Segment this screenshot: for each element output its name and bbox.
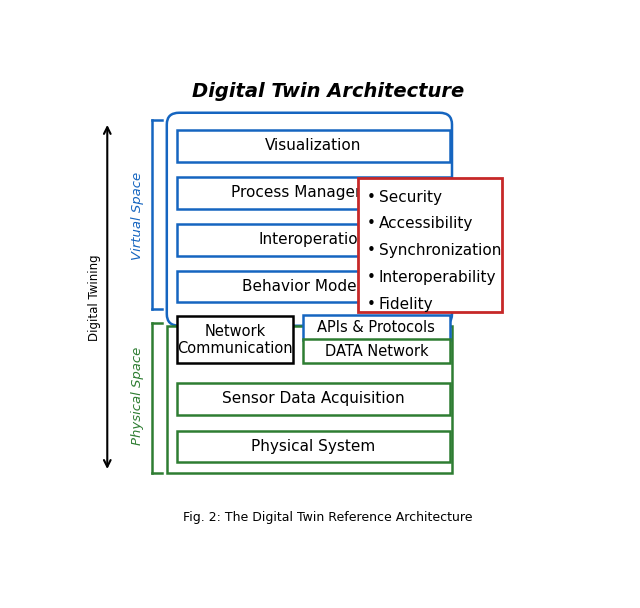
Text: Interoperability: Interoperability [379, 271, 496, 285]
Text: Accessibility: Accessibility [379, 216, 473, 232]
Text: •: • [367, 216, 376, 232]
Text: •: • [367, 297, 376, 312]
Text: APIs & Protocols: APIs & Protocols [317, 320, 435, 335]
Text: •: • [367, 243, 376, 258]
Text: Digital Twining: Digital Twining [88, 254, 101, 341]
Bar [177, 430, 449, 463]
Bar [177, 177, 449, 209]
Bar [177, 271, 449, 302]
Text: Visualization: Visualization [265, 139, 362, 153]
Text: Digital Twin Architecture: Digital Twin Architecture [192, 82, 464, 101]
Text: Physical Space: Physical Space [131, 347, 143, 445]
Text: Network
Communication: Network Communication [177, 323, 293, 356]
Text: Synchronization: Synchronization [379, 243, 501, 258]
Text: DATA Network: DATA Network [324, 344, 428, 359]
Text: Security: Security [379, 190, 442, 204]
Text: Interoperation: Interoperation [259, 232, 368, 247]
Bar [177, 130, 449, 162]
Bar [167, 326, 452, 473]
Text: Fig. 2: The Digital Twin Reference Architecture: Fig. 2: The Digital Twin Reference Archi… [183, 511, 473, 524]
Bar [303, 316, 449, 340]
Text: Sensor Data Acquisition: Sensor Data Acquisition [222, 392, 404, 406]
Text: •: • [367, 271, 376, 285]
Text: Process Management: Process Management [231, 185, 395, 200]
Text: Physical System: Physical System [251, 439, 375, 454]
Text: Fidelity: Fidelity [379, 297, 433, 312]
Bar [177, 316, 293, 363]
Bar [177, 383, 449, 415]
Bar [177, 224, 449, 255]
Text: •: • [367, 190, 376, 204]
Bar [358, 178, 502, 312]
Text: Virtual Space: Virtual Space [131, 171, 143, 260]
Bar [303, 339, 449, 363]
Text: Behavior Modeling: Behavior Modeling [242, 279, 385, 294]
